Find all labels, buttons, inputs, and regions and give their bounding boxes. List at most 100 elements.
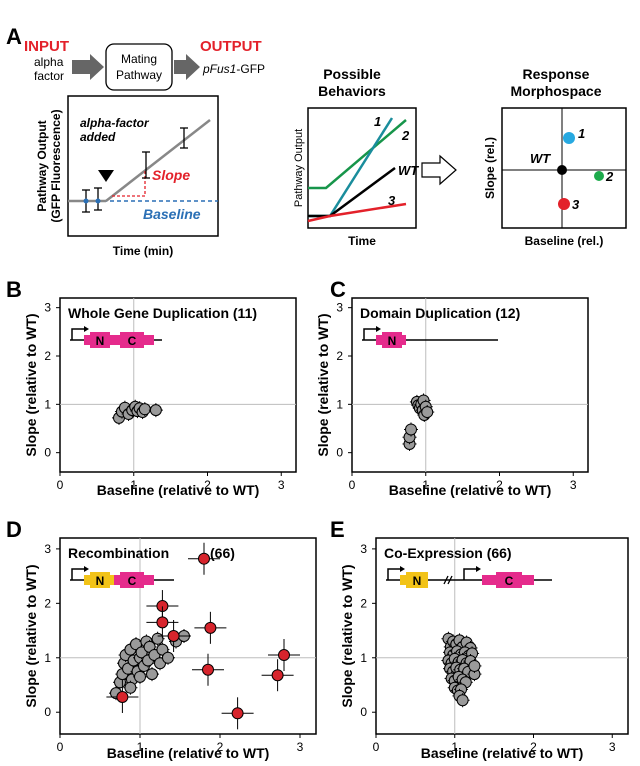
output-sub-rest: -GFP — [236, 62, 265, 76]
output-sub-gene: pFus1 — [202, 62, 236, 76]
data-point — [231, 707, 244, 720]
panel-c-frame — [351, 297, 589, 473]
panel-c-ytick-label: 3 — [336, 301, 343, 315]
input-label: INPUT — [24, 38, 69, 55]
data-point — [162, 651, 174, 664]
break-mark — [443, 575, 449, 585]
data-point — [156, 616, 169, 629]
panel-c-letter: C — [330, 277, 346, 302]
a-trend-slope — [105, 119, 211, 202]
panel-b-xtick-label: 2 — [204, 478, 211, 492]
panel-c-title: Domain Duplication (12) — [360, 305, 520, 321]
domain-n-box — [406, 572, 428, 588]
annot-alpha-factor: alpha-factor — [80, 116, 150, 130]
panel-e-letter: E — [330, 517, 345, 542]
behavior-label-wt: WT — [398, 163, 419, 178]
domain-c-box — [120, 572, 144, 588]
morpho-label-2: 2 — [605, 169, 614, 184]
panel-b-ylabel: Slope (relative to WT) — [23, 313, 39, 456]
input-sub1: alpha — [34, 55, 64, 69]
data-point — [198, 552, 210, 565]
morpho-dot-1 — [563, 132, 575, 144]
input-sub2: factor — [34, 69, 64, 83]
data-point — [202, 663, 214, 676]
output-arrow — [174, 54, 200, 80]
promoter-arrow-icon — [71, 328, 86, 340]
panel-b: B 0 1 2 3 0 1 2 3 Baseline (relative to WT) Slope … — [6, 277, 297, 498]
a-ylabel1: Pathway Output — [35, 120, 49, 211]
data-point — [468, 659, 481, 672]
domain-c-box — [120, 332, 144, 348]
panel-c: C 0 1 2 3 0 1 2 3 Baseline (relative to WT) Slope … — [315, 277, 589, 498]
panel-d-xlabel: Baseline (relative to WT) — [107, 745, 270, 761]
domain-n-box — [382, 332, 402, 348]
panel-c-construct: N — [362, 326, 498, 348]
data-point — [151, 632, 164, 645]
panel-e-title: Co-Expression (66) — [384, 545, 512, 561]
promoter-arrow-icon — [463, 568, 478, 580]
panel-d-ytick-label: 1 — [44, 651, 51, 665]
promoter-arrow-icon — [71, 568, 86, 580]
data-point — [271, 669, 284, 682]
promoter-arrowhead-icon — [84, 566, 89, 572]
baseline-label: Baseline — [143, 206, 201, 222]
panel-c-xtick-label: 1 — [422, 478, 429, 492]
domain-n-label: N — [96, 574, 105, 588]
panel-b-ytick-label: 1 — [44, 397, 51, 411]
promoter-arrowhead-icon — [376, 326, 381, 332]
domain-n-flank — [400, 575, 408, 585]
morpho-label-1: 1 — [578, 126, 585, 141]
panel-d-ytick-label: 3 — [44, 542, 51, 556]
panel-b-xtick-label: 1 — [130, 478, 137, 492]
behavior-label-3: 3 — [388, 193, 396, 208]
panel-b-ytick-label: 3 — [44, 301, 51, 315]
panel-e-ytick-label: 3 — [360, 542, 367, 556]
panel-b-title: Whole Gene Duplication (11) — [68, 305, 257, 321]
morpho-label-3: 3 — [572, 197, 580, 212]
behaviors-title2: Behaviors — [318, 83, 386, 99]
data-point — [124, 681, 137, 694]
promoter-arrow-icon — [387, 568, 402, 580]
panel-c-ylabel: Slope (relative to WT) — [315, 313, 331, 456]
scatter-panels: B 0 1 2 3 0 1 2 3 Baseline (relative to WT) Slope … — [6, 277, 629, 761]
panel-c-xtick-label: 0 — [349, 478, 356, 492]
domain-n-label: N — [388, 334, 397, 348]
panel-c-ytick-label: 0 — [336, 446, 343, 460]
box-line2: Pathway — [116, 68, 162, 82]
a-ylabel2: (GFP Fluorescence) — [49, 109, 63, 222]
morpho-dot-wt — [557, 165, 567, 175]
mating-pathway-box — [105, 43, 173, 91]
panel-d-ytick-label: 2 — [44, 596, 51, 610]
panel-b-ytick-label: 2 — [44, 349, 51, 363]
panel-b-xtick-label: 0 — [57, 478, 64, 492]
behavior-line-3 — [307, 202, 407, 223]
domain-c-label: C — [128, 334, 137, 348]
morpho-xlabel: Baseline (rel.) — [525, 234, 604, 248]
a-point-1 — [83, 198, 89, 204]
panel-e-ytick-label: 2 — [360, 596, 367, 610]
behaviors-title1: Possible — [323, 66, 381, 82]
domain-n-label: N — [413, 574, 422, 588]
break-mark — [447, 575, 453, 585]
output-sub: pFus1-GFP — [202, 62, 265, 76]
panel-c-xlabel: Baseline (relative to WT) — [389, 482, 552, 498]
data-point — [405, 423, 417, 436]
data-point — [456, 694, 469, 707]
behavior-label-2: 2 — [401, 128, 410, 143]
panel-e-ytick-label: 1 — [360, 651, 367, 665]
panel-c-ytick-label: 1 — [336, 397, 343, 411]
promoter-arrowhead-icon — [400, 566, 405, 572]
panel-e: E 0 1 2 3 0 1 2 3 Baseline (relative to WT) Slope … — [330, 517, 629, 761]
panel-e-xtick-label: 1 — [451, 740, 458, 754]
panel-d-letter: D — [6, 517, 22, 542]
panel-d-ytick-label: 0 — [44, 705, 51, 719]
annot-added: added — [80, 130, 116, 144]
morpho-dot-2 — [594, 171, 604, 181]
data-point — [149, 404, 162, 417]
box-line1: Mating — [121, 52, 157, 66]
data-point — [138, 403, 151, 416]
data-point — [156, 643, 169, 656]
panel-d-xtick-label: 3 — [297, 740, 304, 754]
